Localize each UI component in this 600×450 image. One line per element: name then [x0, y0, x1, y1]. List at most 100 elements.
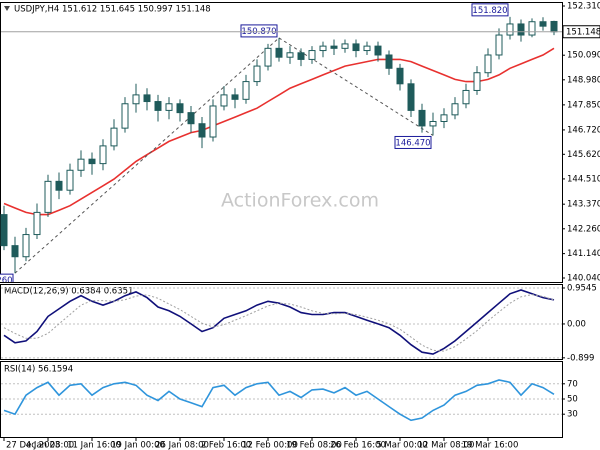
annotation-box: [471, 3, 509, 17]
candle-body: [220, 94, 228, 107]
candle-body: [121, 103, 129, 129]
y-tick-label: 142.260: [567, 224, 600, 234]
candle-body: [242, 81, 250, 100]
x-tick-label: 19 Jan 00:00: [111, 441, 165, 450]
annotation-label: 140.260: [0, 276, 13, 286]
candle-body: [484, 54, 492, 74]
watermark: ActionForex.com: [221, 190, 379, 212]
candle-body: [286, 52, 294, 58]
candle-body: [231, 94, 239, 100]
candle-body: [253, 65, 261, 83]
y-tick-label: 144.510: [567, 174, 600, 184]
y-tick-label: 70: [567, 379, 578, 389]
candle-body: [341, 43, 349, 49]
candle-body: [55, 180, 63, 191]
last-price-label: 151.148: [566, 27, 600, 37]
candle-body: [440, 114, 448, 122]
y-tick-label: 0.00: [567, 319, 586, 329]
candle-body: [275, 47, 283, 58]
y-tick-label: 147.850: [567, 100, 600, 110]
trend-line: [278, 37, 434, 136]
candle-body: [88, 158, 96, 165]
candle-body: [110, 127, 118, 147]
candle-body: [44, 180, 52, 213]
macd-panel: [0, 284, 563, 360]
price-panel: [0, 2, 563, 283]
indicator-line: [3, 289, 555, 355]
candle-body: [550, 20, 558, 33]
annotation-label: 146.470: [395, 138, 430, 148]
x-tick-label: 27 Dec 2023: [6, 441, 60, 450]
candle-body: [154, 101, 162, 111]
x-tick-label: 12 Mar 08:00: [418, 441, 475, 450]
y-tick-label: -0.899: [567, 353, 594, 363]
candle-body: [330, 45, 338, 49]
price-title: USDJPY,H4 151.612 151.645 150.997 151.14…: [14, 5, 211, 15]
x-tick-label: 12 Feb 00:00: [242, 441, 298, 450]
candle-body: [22, 234, 30, 258]
candle-body: [396, 67, 404, 85]
y-tick-label: 146.720: [567, 125, 600, 135]
y-tick-label: 141.140: [567, 249, 600, 259]
y-tick-label: 30: [567, 410, 578, 420]
candle-body: [517, 23, 525, 36]
candle-body: [528, 21, 536, 36]
y-tick-label: 143.370: [567, 200, 600, 210]
candle-body: [264, 47, 272, 67]
y-tick-label: 150.090: [567, 51, 600, 61]
indicator-line: [3, 379, 555, 422]
x-tick-label: 26 Jan 08:00: [155, 441, 209, 450]
candle-body: [506, 23, 514, 36]
candle-body: [33, 211, 41, 236]
title-icon: [4, 6, 10, 11]
last-price-box: [562, 25, 600, 39]
candle-body: [143, 94, 151, 103]
candle-body: [429, 120, 437, 127]
x-tick-label: 19 Feb 08:00: [286, 441, 342, 450]
candle-body: [11, 245, 19, 258]
candle-body: [66, 169, 74, 191]
y-tick-label: 152.310: [567, 1, 600, 11]
candle-body: [473, 72, 481, 91]
x-tick-label: 11 Jan 16:00: [67, 441, 121, 450]
candle-body: [176, 103, 184, 114]
annotation-box: [240, 24, 278, 38]
trend-line: [14, 37, 280, 274]
macd-title: MACD(12,26,9) 0.6384 0.6351: [4, 287, 133, 297]
candle-body: [385, 54, 393, 69]
candle-body: [363, 45, 371, 52]
annotation-box: [394, 135, 432, 149]
candle-body: [187, 112, 195, 125]
annotation-label: 151.820: [472, 6, 507, 16]
x-tick-label: 5 Mar 00:00: [376, 441, 427, 450]
candle-body: [495, 34, 503, 56]
candle-body: [209, 105, 217, 138]
y-tick-label: 50: [567, 395, 578, 405]
x-tick-label: 26 Feb 16:00: [330, 441, 386, 450]
candle-body: [77, 158, 85, 171]
y-tick-label: 140.040: [567, 274, 600, 284]
candle-body: [0, 214, 8, 247]
x-tick-label: 19 Mar 16:00: [462, 441, 519, 450]
candle-body: [374, 45, 382, 56]
candle-body: [462, 89, 470, 105]
x-tick-label: 4 Jan 08:00: [26, 441, 74, 450]
candle-body: [539, 21, 547, 27]
candle-body: [198, 123, 206, 138]
candle-body: [132, 94, 140, 105]
candle-body: [308, 50, 316, 60]
indicator-line: [3, 47, 555, 216]
candle-body: [418, 109, 426, 127]
annotation-box: [0, 273, 14, 282]
candle-body: [451, 103, 459, 116]
y-tick-label: 148.980: [567, 75, 600, 85]
candle-body: [165, 103, 173, 111]
rsi-title: RSI(14) 56.1594: [4, 365, 73, 375]
x-tick-label: 2 Feb 16:00: [201, 441, 251, 450]
candle-body: [99, 145, 107, 165]
candle-body: [352, 43, 360, 52]
y-tick-label: 0.9545: [567, 283, 597, 293]
candle-body: [319, 45, 327, 52]
